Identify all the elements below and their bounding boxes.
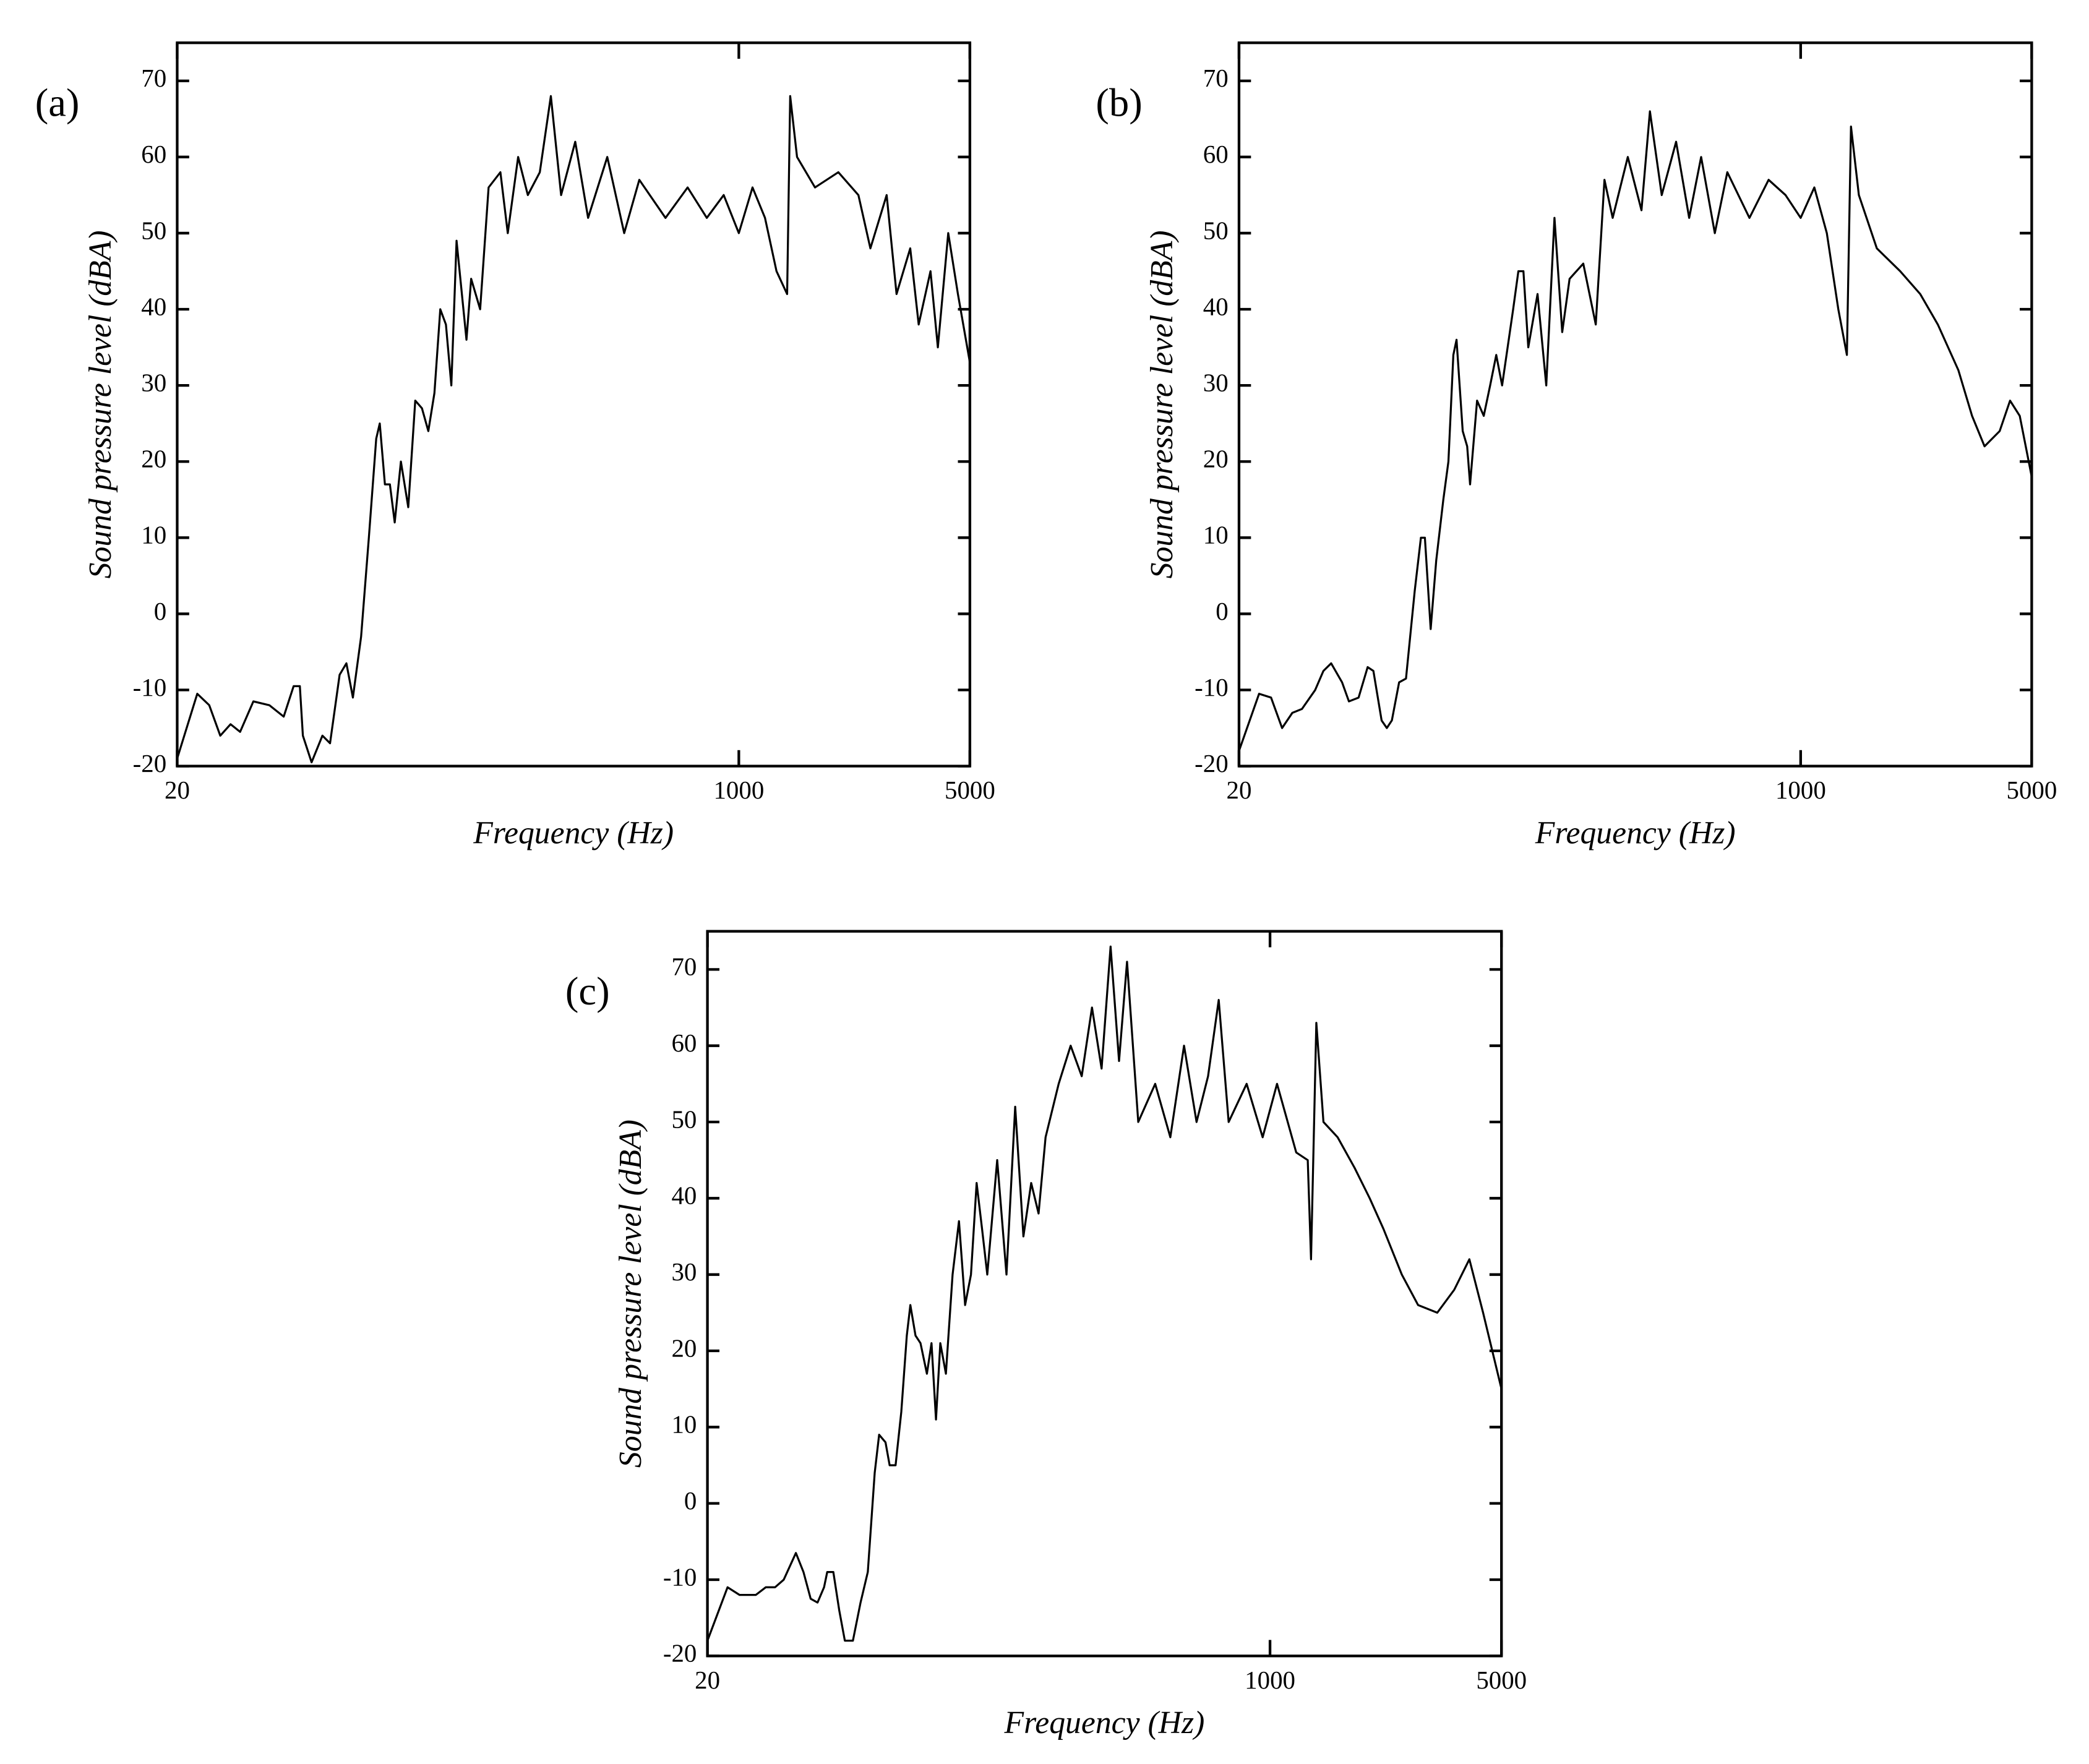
y-tick-label: 20	[671, 1334, 697, 1362]
panel-label: (c)	[565, 969, 610, 1014]
y-tick-label: 50	[1203, 216, 1229, 244]
x-tick-label: 20	[1226, 776, 1251, 804]
spectrum-line	[1238, 110, 2033, 751]
x-tick-label: 1000	[713, 776, 764, 804]
x-tick-label: 1000	[1775, 776, 1826, 804]
y-tick-label: 10	[141, 521, 166, 549]
y-tick-label: 30	[141, 369, 166, 397]
plot-frame	[1237, 41, 2033, 768]
y-axis-label: Sound pressure level (dBA)	[83, 230, 118, 578]
y-axis-label: Sound pressure level (dBA)	[1144, 230, 1180, 578]
y-tick-label: 0	[684, 1487, 697, 1515]
y-tick-label: 50	[141, 216, 166, 244]
y-tick-label: 50	[671, 1105, 697, 1133]
y-tick-label: -10	[663, 1563, 697, 1591]
plot-frame	[176, 41, 972, 768]
y-tick-label: 20	[1203, 445, 1229, 473]
x-axis-label: Frequency (Hz)	[473, 816, 674, 851]
y-tick-label: 70	[671, 953, 697, 981]
x-tick-label: 5000	[945, 776, 995, 804]
y-tick-label: 30	[1203, 369, 1229, 397]
x-tick-label: 20	[695, 1666, 720, 1694]
x-axis-label: Frequency (Hz)	[1535, 816, 1736, 851]
y-tick-label: 10	[671, 1411, 697, 1439]
y-tick-label: 70	[1203, 64, 1229, 92]
y-axis-label: Sound pressure level (dBA)	[613, 1120, 648, 1468]
y-tick-label: 0	[154, 597, 166, 625]
spectrum-line	[176, 95, 971, 764]
plot-frame	[706, 930, 1503, 1658]
x-tick-label: 5000	[2006, 776, 2057, 804]
panel-label: (b)	[1096, 80, 1142, 125]
y-tick-label: 20	[141, 445, 166, 473]
y-tick-label: 40	[671, 1182, 697, 1210]
y-tick-label: -20	[663, 1640, 697, 1668]
y-tick-label: -10	[1195, 674, 1229, 701]
x-axis-label: Frequency (Hz)	[1004, 1705, 1205, 1740]
y-tick-label: -20	[133, 750, 167, 777]
y-tick-label: 0	[1216, 597, 1228, 625]
panel-label: (a)	[35, 80, 80, 125]
y-tick-label: -10	[133, 674, 167, 701]
spectrum-line	[706, 945, 1503, 1642]
y-tick-label: 30	[671, 1258, 697, 1286]
y-tick-label: 40	[141, 293, 166, 320]
x-tick-label: 5000	[1476, 1666, 1527, 1694]
y-tick-label: 10	[1203, 521, 1229, 549]
y-tick-label: 40	[1203, 293, 1229, 320]
y-tick-label: 60	[141, 140, 166, 168]
y-tick-label: -20	[1195, 750, 1229, 777]
y-tick-label: 60	[1203, 140, 1229, 168]
x-tick-label: 20	[165, 776, 190, 804]
y-tick-label: 60	[671, 1029, 697, 1057]
x-tick-label: 1000	[1245, 1666, 1295, 1694]
y-tick-label: 70	[141, 64, 166, 92]
